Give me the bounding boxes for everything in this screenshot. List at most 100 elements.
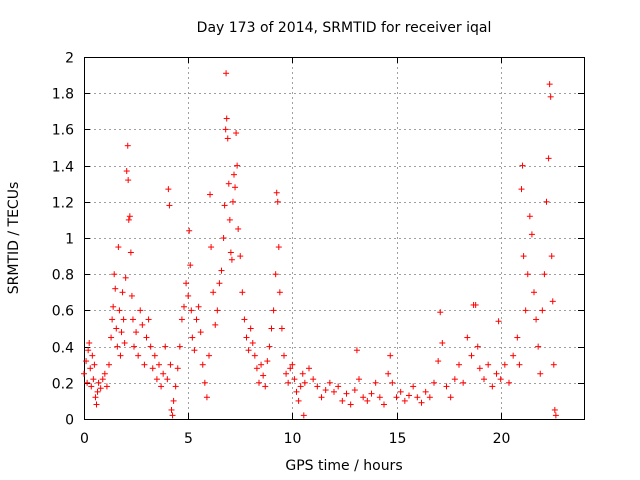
- y-tick-label: 1.2: [52, 196, 74, 212]
- x-tick-label: 5: [184, 431, 193, 447]
- data-point: [518, 186, 525, 193]
- data-point: [516, 361, 523, 368]
- data-point: [89, 352, 96, 359]
- data-point: [139, 321, 146, 328]
- data-point: [156, 361, 162, 368]
- data-point: [151, 352, 158, 359]
- data-point: [186, 227, 193, 234]
- data-point: [485, 361, 492, 368]
- data-point: [276, 289, 283, 296]
- data-point: [103, 383, 110, 390]
- x-tick-label: 0: [80, 431, 89, 447]
- data-point: [410, 383, 417, 390]
- data-point: [339, 397, 346, 404]
- data-point: [249, 339, 256, 346]
- data-point: [447, 394, 454, 401]
- data-point: [501, 361, 508, 368]
- data-point: [231, 171, 237, 178]
- data-point: [183, 280, 190, 287]
- data-point: [114, 343, 121, 350]
- x-tick-label: 20: [493, 431, 511, 447]
- data-point: [547, 93, 554, 100]
- data-point: [476, 365, 483, 372]
- data-point: [247, 325, 254, 332]
- data-point: [125, 177, 132, 184]
- data-point: [167, 361, 174, 368]
- data-point: [343, 390, 350, 397]
- data-point: [95, 379, 102, 386]
- data-point: [393, 394, 400, 401]
- data-point: [121, 339, 128, 346]
- data-point: [169, 412, 176, 419]
- data-point: [122, 274, 129, 281]
- data-point: [545, 155, 552, 162]
- data-point: [295, 397, 302, 404]
- data-point: [522, 307, 529, 314]
- data-point: [178, 316, 185, 323]
- data-point: [234, 162, 241, 169]
- data-point: [128, 292, 135, 299]
- data-point: [552, 412, 559, 419]
- data-point: [224, 135, 231, 142]
- data-point: [318, 394, 325, 401]
- data-point: [117, 352, 124, 359]
- data-point: [149, 365, 156, 372]
- data-point: [195, 303, 202, 310]
- data-point: [86, 339, 93, 346]
- data-point: [272, 271, 279, 278]
- data-point: [172, 383, 179, 390]
- data-point: [216, 280, 223, 287]
- data-point: [497, 376, 504, 383]
- data-point: [223, 70, 230, 77]
- data-point: [493, 370, 500, 377]
- data-point: [510, 352, 517, 359]
- data-point: [123, 168, 130, 175]
- data-point: [166, 202, 173, 209]
- data-point: [437, 309, 444, 316]
- data-point: [241, 316, 248, 323]
- data-point: [283, 370, 290, 377]
- data-point: [406, 392, 412, 399]
- data-point: [387, 352, 394, 359]
- data-point: [422, 388, 429, 395]
- data-point: [118, 329, 125, 336]
- data-point: [514, 334, 521, 341]
- data-point: [116, 307, 123, 314]
- data-point: [124, 142, 131, 149]
- data-point: [141, 361, 148, 368]
- data-point: [293, 388, 300, 395]
- data-point: [101, 370, 108, 377]
- data-point: [256, 379, 262, 386]
- data-point: [526, 213, 533, 220]
- data-point: [233, 130, 240, 137]
- data-point: [531, 289, 537, 296]
- data-point: [306, 365, 312, 372]
- data-point: [426, 394, 433, 401]
- data-point: [207, 191, 214, 198]
- data-point: [270, 307, 277, 314]
- data-point: [443, 383, 450, 390]
- data-point: [385, 370, 392, 377]
- data-point: [131, 343, 137, 350]
- data-point: [201, 379, 208, 386]
- data-point: [226, 216, 233, 223]
- data-point: [212, 321, 219, 328]
- data-point: [266, 343, 273, 350]
- data-point: [126, 213, 133, 220]
- data-point: [351, 387, 358, 394]
- data-point: [289, 361, 296, 368]
- data-point: [147, 343, 154, 350]
- data-point: [119, 289, 126, 296]
- data-point: [372, 379, 379, 386]
- data-point: [481, 376, 487, 383]
- y-tick-label: 1: [65, 232, 74, 248]
- data-point: [275, 244, 282, 251]
- data-point: [368, 390, 375, 397]
- data-points: [81, 70, 559, 419]
- data-point: [232, 184, 239, 191]
- data-point: [93, 401, 100, 408]
- data-point: [137, 307, 144, 314]
- data-point: [81, 370, 87, 377]
- data-point: [223, 115, 230, 122]
